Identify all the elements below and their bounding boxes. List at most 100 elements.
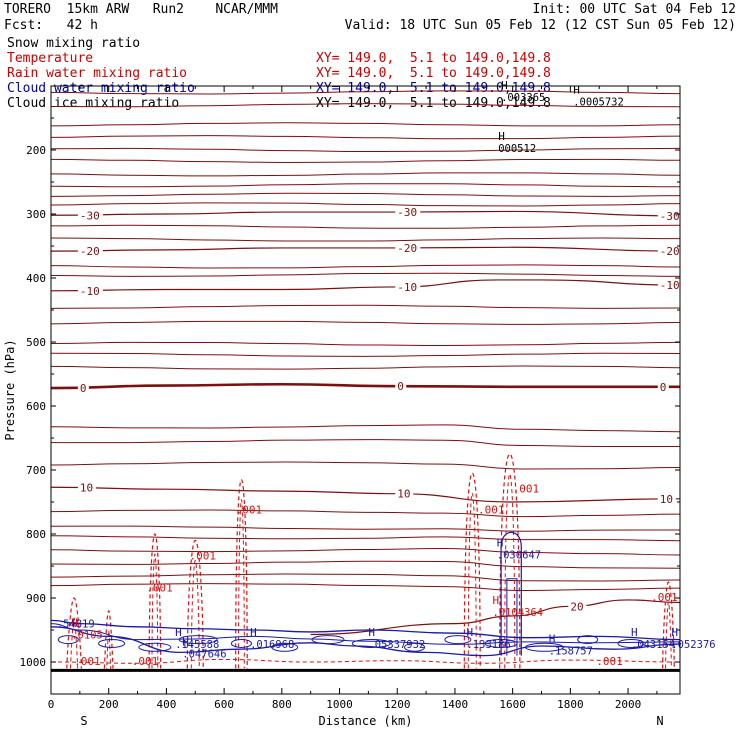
- header-init-time: Init: 00 UTC Sat 04 Feb 12: [532, 2, 737, 17]
- cloud-water-top: [51, 619, 680, 641]
- isotherm-line: [51, 272, 680, 277]
- rain-label: .001: [74, 655, 101, 668]
- isotherm-label-bg: [568, 600, 587, 613]
- header-model-info: TORERO 15km ARW Run2 NCAR/MMM: [4, 2, 278, 17]
- rain-plume-inner: [467, 492, 477, 669]
- cloud-water-cell: [577, 635, 599, 645]
- extremum-value: .05337932: [368, 639, 425, 651]
- isotherm-line: [51, 202, 680, 207]
- extremum-value: .052376: [671, 639, 715, 651]
- header-forecast-hour: Fcst: 42 h: [4, 18, 98, 33]
- extremum-marker: H: [466, 626, 473, 639]
- cloud-water-cell: [444, 635, 472, 645]
- temperature-contours: [51, 90, 680, 636]
- isotherm-line: [51, 237, 680, 242]
- x-tick-label: 200: [99, 698, 119, 711]
- extremum-value: .043154: [631, 639, 675, 651]
- legend-temperature-desc: XY= 149.0, 5.1 to 149.0,149.8: [316, 51, 551, 66]
- extremum-marker: H: [250, 626, 257, 639]
- isotherm-line: [51, 172, 680, 177]
- rain-label: .001: [146, 582, 173, 595]
- plot-frame: [50, 85, 681, 695]
- extremum-value: .133186: [466, 639, 510, 651]
- extremum-marker: H: [497, 536, 504, 549]
- isotherm-0: [51, 382, 680, 390]
- cloud-water-cell: [311, 635, 345, 645]
- extremum-value: 000512: [498, 143, 536, 155]
- rain-plume-inner: [151, 553, 159, 669]
- extremum-marker: H: [71, 616, 78, 629]
- isotherm-line: [51, 320, 680, 325]
- extremum-value: .54819: [57, 619, 95, 631]
- rain-label: .001: [478, 504, 505, 517]
- cloud-water-cell: [178, 635, 218, 645]
- isotherm-label: 10: [397, 488, 410, 501]
- legend-rain-desc: XY= 149.0, 5.1 to 149.0,149.8: [316, 66, 551, 81]
- y-tick-label: 400: [26, 272, 46, 285]
- extremum-marker: H: [498, 130, 505, 143]
- x-tick-label: 800: [272, 698, 292, 711]
- isotherm-label-bg: [77, 209, 103, 222]
- y-axis-title: Pressure (hPa): [3, 339, 17, 440]
- isotherm-label-bg: [395, 380, 407, 393]
- isotherm-label: -10: [660, 279, 680, 292]
- isotherm-label-bg: [77, 284, 103, 297]
- extremum-value: .016968: [250, 639, 294, 651]
- x-axis-title: Distance (km): [319, 714, 413, 728]
- isotherm-line: [51, 573, 680, 582]
- y-tick-label: 300: [26, 208, 46, 221]
- rain-plume-inner: [665, 601, 672, 669]
- extremum-value: .0105: [71, 629, 103, 641]
- cloud-water-cell: [484, 638, 518, 648]
- cloud-water-cell: [138, 642, 172, 652]
- rain-label: .001: [189, 550, 216, 563]
- isotherm-line: [51, 122, 680, 127]
- x-tick-label: 1000: [326, 698, 353, 711]
- rain-label: .001: [132, 655, 159, 668]
- isotherm-line: [51, 224, 680, 229]
- isotherm-line: [51, 535, 680, 542]
- isotherm-label-bg: [657, 492, 676, 505]
- isotherm-label-bg: [395, 241, 421, 254]
- x-tick-label: 0: [48, 698, 55, 711]
- isotherm-line: [51, 264, 680, 269]
- extremum-marker: H: [175, 626, 182, 639]
- isotherm-label: -30: [660, 210, 680, 223]
- isotherm-label: 20: [570, 600, 583, 613]
- north-label: N: [656, 714, 663, 728]
- isotherm-label-bg: [395, 487, 414, 500]
- extremum-marker: H: [492, 594, 499, 607]
- rain-plume: [662, 581, 675, 669]
- isotherm-line: [51, 365, 680, 370]
- isotherm--10: [51, 279, 680, 292]
- cloud-water-bottom: [51, 626, 680, 657]
- rain-plume: [499, 453, 521, 669]
- header-valid-time: Valid: 18 UTC Sun 05 Feb 12 (12 CST Sun …: [344, 18, 736, 33]
- cloud-water-cell: [98, 638, 126, 648]
- isotherm-label-bg: [395, 206, 421, 219]
- isotherm-label-bg: [77, 382, 89, 395]
- isotherm--20: [51, 246, 680, 252]
- cloud-water-tower-inner: [506, 578, 518, 656]
- isotherm-label-bg: [395, 280, 421, 293]
- rain-plume: [66, 597, 82, 669]
- extremum-value: .158757: [549, 645, 593, 657]
- rain-label: .001: [513, 482, 540, 495]
- isotherm-label: -20: [397, 242, 417, 255]
- rain-label: .001: [236, 504, 263, 517]
- isotherm-label-bg: [657, 209, 683, 222]
- cloud-water-cell: [404, 642, 426, 652]
- isotherm-line: [51, 158, 680, 163]
- x-tick-label: 1800: [557, 698, 584, 711]
- isotherm-label: 0: [660, 381, 667, 394]
- y-tick-label: 500: [26, 336, 46, 349]
- extremum-marker: H: [549, 632, 556, 645]
- isotherm-line: [51, 147, 680, 153]
- extremum-marker: H: [631, 626, 638, 639]
- cloud-water-cell: [351, 638, 391, 648]
- y-tick-label: 600: [26, 400, 46, 413]
- extremum-value: .0104364: [492, 607, 543, 619]
- isotherm-line: [51, 583, 680, 592]
- isotherm-label: 10: [80, 481, 93, 494]
- x-tick-label: 1200: [384, 698, 411, 711]
